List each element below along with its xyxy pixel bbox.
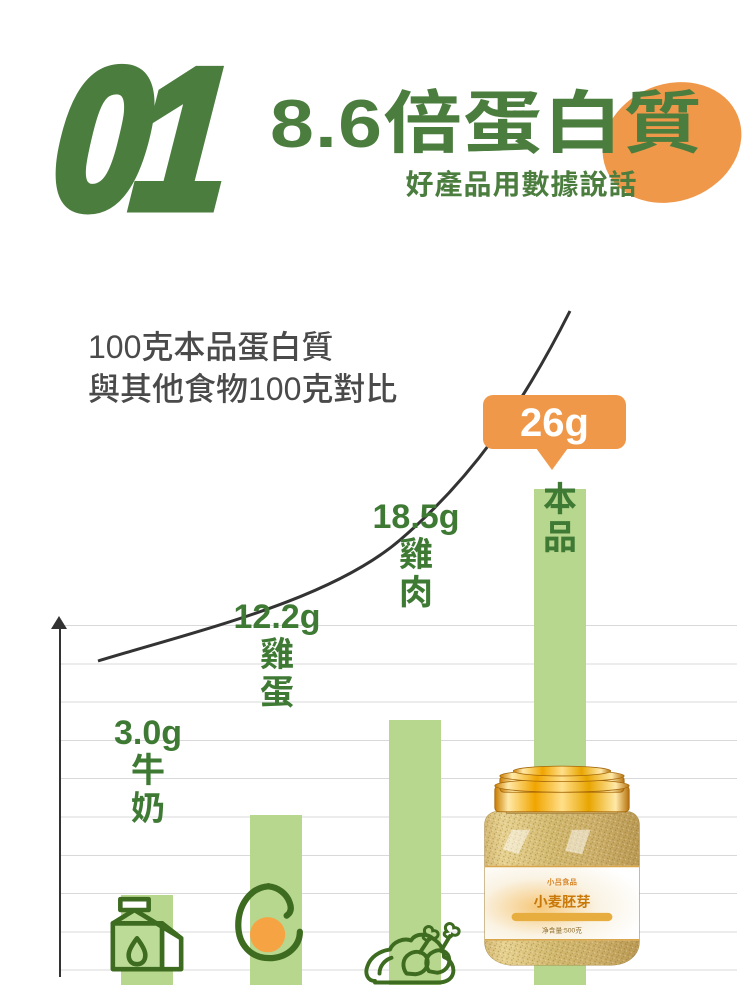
svg-text:小麦胚芽: 小麦胚芽: [533, 894, 590, 910]
svg-text:净含量:500克: 净含量:500克: [542, 926, 582, 935]
svg-text:小吕食品: 小吕食品: [547, 877, 577, 887]
